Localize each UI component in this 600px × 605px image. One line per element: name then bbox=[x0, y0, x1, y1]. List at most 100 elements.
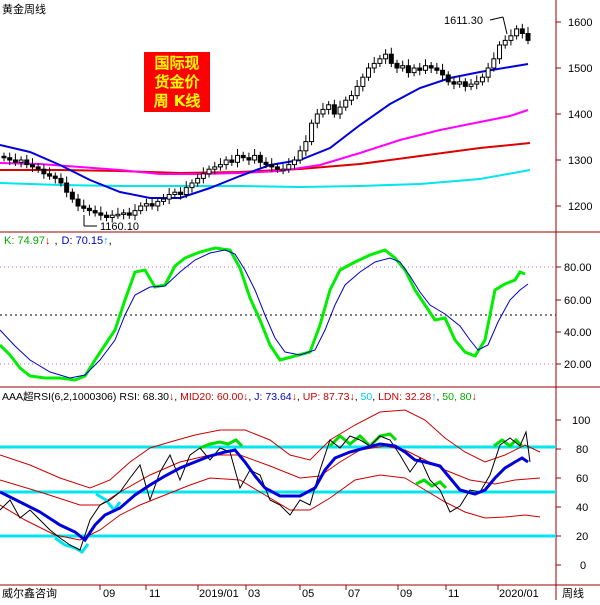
k-line bbox=[0, 246, 526, 382]
mid20-arrow: ↓ bbox=[243, 391, 248, 403]
badge-line: 国际现 bbox=[154, 54, 200, 72]
candle-body bbox=[274, 166, 280, 170]
candle-body bbox=[75, 198, 81, 207]
rsi-lower-band bbox=[0, 474, 541, 541]
price-tick-label: 1600 bbox=[568, 17, 592, 29]
candle-body bbox=[269, 164, 275, 168]
candle-body bbox=[24, 159, 30, 166]
candle-body bbox=[64, 182, 70, 193]
level-tail-value: 50, 80 bbox=[442, 391, 471, 403]
ma-cyan-line bbox=[0, 169, 531, 189]
candle-body bbox=[383, 53, 389, 60]
mid20-value: MID20: 60.00 bbox=[180, 391, 243, 403]
candle-body bbox=[525, 33, 531, 41]
rsi-arrow: ↓ bbox=[169, 391, 174, 403]
candle-body bbox=[417, 67, 423, 71]
level-50-value: 50 bbox=[361, 391, 373, 403]
candle-body bbox=[371, 62, 377, 69]
candle-body bbox=[69, 191, 75, 200]
d-arrow: ↑ bbox=[103, 235, 109, 247]
kd-tick-label: 40.00 bbox=[564, 327, 592, 339]
rsi-indicator-name: AAA超RSI(6,2,1000306) bbox=[2, 390, 116, 403]
price-tick-label: 1500 bbox=[568, 63, 592, 75]
time-tick-label: 07 bbox=[348, 588, 360, 600]
price-panel[interactable] bbox=[0, 23, 531, 223]
rsi-tick-label: 0 bbox=[580, 560, 586, 572]
candle-body bbox=[354, 85, 360, 97]
j-line bbox=[0, 442, 529, 543]
candle-body bbox=[121, 212, 127, 215]
d-value: D: 70.15 bbox=[62, 235, 104, 247]
time-tick-label: 2019/01 bbox=[199, 588, 239, 600]
candle-body bbox=[229, 159, 235, 163]
rsi-upper-band bbox=[0, 409, 541, 489]
candle-body bbox=[115, 213, 121, 217]
candle-body bbox=[92, 210, 98, 214]
ldn-arrow: ↑ bbox=[431, 391, 436, 403]
candle-body bbox=[47, 173, 53, 177]
rsi-tick-label: 60 bbox=[576, 473, 588, 485]
candle-body bbox=[132, 210, 138, 216]
candle-body bbox=[366, 67, 372, 78]
candle-body bbox=[440, 69, 446, 76]
candle-body bbox=[257, 154, 263, 163]
candle-body bbox=[160, 198, 166, 202]
candle-body bbox=[291, 159, 297, 166]
ldn-value: LDN: 32.28 bbox=[378, 391, 431, 403]
rsi-green-highlight bbox=[199, 438, 244, 450]
candle-body bbox=[314, 113, 320, 124]
rsi-panel[interactable] bbox=[0, 409, 556, 554]
k-value: K: 74.97 bbox=[4, 235, 45, 247]
candle-body bbox=[360, 76, 366, 87]
candle-body bbox=[297, 150, 303, 161]
candle-body bbox=[377, 58, 383, 64]
d-line bbox=[0, 249, 529, 379]
candle-body bbox=[348, 95, 354, 101]
candle-body bbox=[109, 214, 115, 218]
candle-body bbox=[326, 104, 332, 110]
candle-body bbox=[388, 53, 394, 64]
badge-line: 货金价 bbox=[154, 73, 200, 91]
candle-body bbox=[29, 164, 35, 168]
candle-body bbox=[462, 81, 468, 87]
candle-body bbox=[172, 191, 178, 195]
candle-body bbox=[178, 191, 184, 195]
candle-body bbox=[240, 154, 246, 159]
candle-body bbox=[519, 28, 525, 34]
rsi-green-highlight bbox=[328, 432, 398, 449]
time-tick-label: 11 bbox=[149, 588, 160, 600]
candle-body bbox=[303, 141, 309, 152]
candle-body bbox=[502, 39, 508, 46]
candle-body bbox=[183, 187, 189, 196]
rsi-axis: 100 80 60 40 20 0 bbox=[556, 415, 590, 572]
candle-body bbox=[485, 67, 491, 78]
kd-tick-label: 60.00 bbox=[564, 295, 592, 307]
candle-body bbox=[7, 157, 13, 161]
candle-body bbox=[400, 65, 406, 69]
candle-body bbox=[18, 159, 24, 163]
time-tick-label: 11 bbox=[448, 588, 459, 600]
candle-body bbox=[149, 203, 155, 207]
candle-body bbox=[166, 194, 172, 200]
candlesticks bbox=[1, 23, 531, 223]
badge-line: 周 K线 bbox=[153, 92, 201, 110]
candle-body bbox=[58, 177, 64, 184]
time-tick-label: 09 bbox=[103, 588, 115, 600]
candle-body bbox=[474, 81, 480, 85]
low-price-label: 1160.10 bbox=[100, 221, 139, 233]
candle-body bbox=[320, 108, 326, 115]
candle-body bbox=[309, 122, 315, 143]
candle-body bbox=[223, 159, 229, 166]
candle-body bbox=[343, 99, 349, 108]
candle-body bbox=[428, 65, 434, 69]
rsi-tick-label: 100 bbox=[572, 415, 590, 427]
rsi-tick-label: 20 bbox=[576, 531, 588, 543]
rsi-tick-label: 40 bbox=[576, 502, 588, 514]
candle-body bbox=[12, 159, 18, 163]
candle-body bbox=[252, 154, 258, 161]
kd-panel[interactable] bbox=[0, 246, 529, 382]
candle-body bbox=[508, 35, 514, 41]
chart-title: 黄金周线 bbox=[2, 2, 46, 16]
